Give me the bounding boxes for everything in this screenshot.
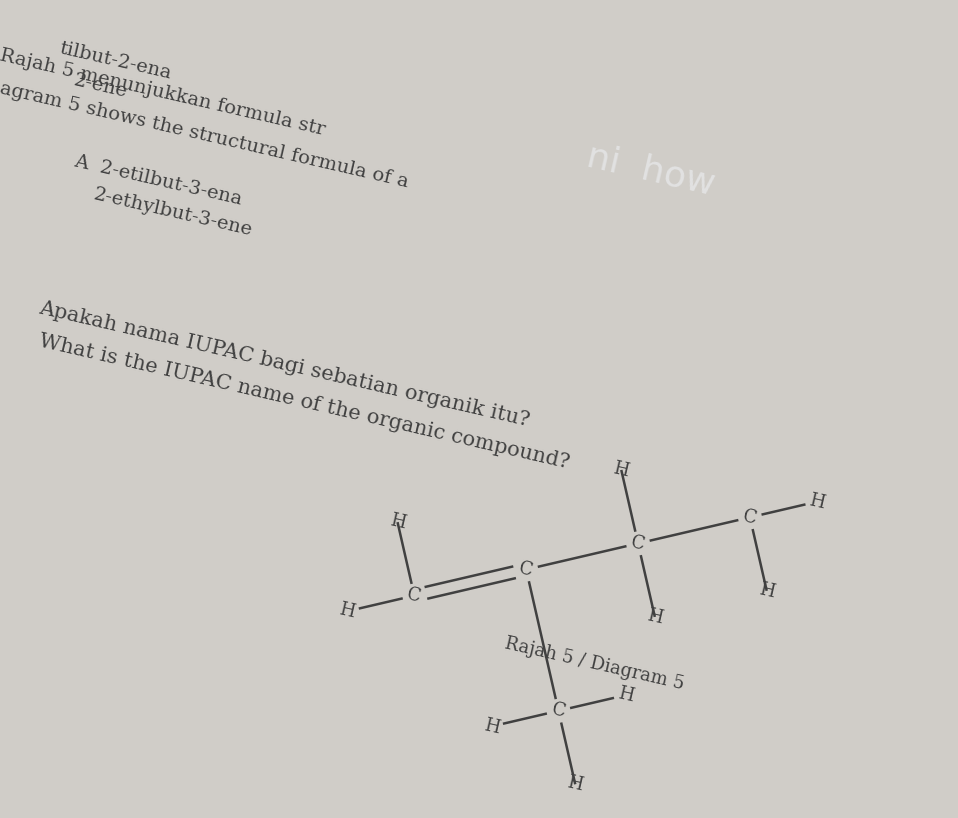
Text: A  2-etilbut-3-ena: A 2-etilbut-3-ena — [72, 152, 243, 209]
Text: H: H — [757, 580, 776, 601]
Text: Rajah 5 / Diagram 5: Rajah 5 / Diagram 5 — [503, 634, 686, 693]
Text: ni  how: ni how — [583, 139, 718, 201]
Text: 2-ene: 2-ene — [72, 71, 129, 101]
Text: H: H — [565, 774, 585, 795]
Text: Rajah 5 menunjukkan formula str: Rajah 5 menunjukkan formula str — [0, 47, 327, 139]
Text: H: H — [482, 716, 501, 737]
Text: H: H — [808, 491, 827, 512]
Text: H: H — [616, 685, 635, 706]
Text: H: H — [611, 460, 631, 480]
Text: C: C — [741, 507, 759, 528]
Text: C: C — [405, 586, 423, 606]
Text: Apakah nama IUPAC bagi sebatian organik itu?: Apakah nama IUPAC bagi sebatian organik … — [37, 299, 532, 430]
Text: H: H — [646, 606, 665, 627]
Text: agram 5 shows the structural formula of a: agram 5 shows the structural formula of … — [0, 79, 410, 191]
Text: H: H — [388, 511, 407, 533]
Text: What is the IUPAC name of the organic compound?: What is the IUPAC name of the organic co… — [37, 332, 572, 473]
Text: 2-ethylbut-3-ene: 2-ethylbut-3-ene — [92, 185, 255, 240]
Text: C: C — [517, 560, 535, 580]
Text: C: C — [629, 533, 647, 554]
Text: H: H — [337, 600, 356, 622]
Text: C: C — [550, 700, 567, 721]
Text: tilbut-2-ena: tilbut-2-ena — [57, 39, 173, 83]
